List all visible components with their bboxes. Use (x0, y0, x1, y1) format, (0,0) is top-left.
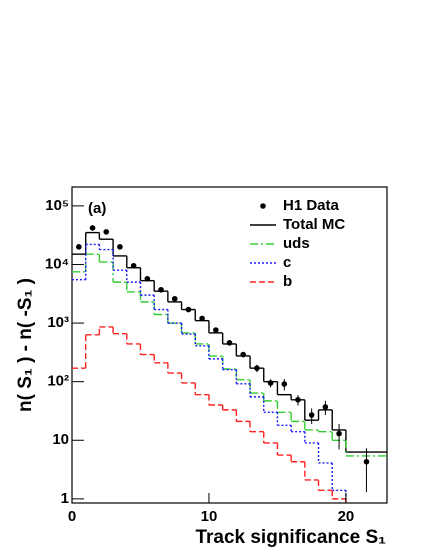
data-point (254, 365, 260, 371)
data-point (76, 244, 82, 250)
data-point (308, 412, 315, 418)
data-point (281, 381, 288, 387)
data-point (363, 458, 370, 465)
legend-label: b (283, 273, 292, 290)
y-tick-label: 10 (52, 431, 69, 448)
plot-frame (71, 186, 388, 504)
x-tick-label: 0 (68, 508, 76, 525)
legend-label: uds (283, 235, 310, 252)
x-tick-label: 20 (338, 508, 355, 525)
x-axis-label: Track significance S₁ (195, 527, 386, 548)
data-point (322, 404, 329, 410)
y-tick-label: 10³ (47, 314, 69, 331)
data-point (158, 286, 164, 293)
legend-label: c (283, 254, 291, 271)
y-axis-label: n( S₁ ) - n( -S₁ ) (15, 278, 36, 412)
y-tick-label: 1 (61, 490, 69, 507)
data-point (213, 327, 219, 333)
data-point (185, 306, 192, 313)
legend-label: Total MC (283, 216, 345, 233)
data-point (199, 315, 205, 322)
plot-marks (72, 225, 387, 503)
data-point (267, 380, 274, 386)
legend-label: H1 Data (283, 197, 340, 214)
data-point (144, 275, 151, 282)
data-point (89, 225, 96, 231)
y-tick-label: 10⁴ (45, 255, 69, 272)
data-point (240, 351, 246, 358)
data-point (117, 244, 123, 250)
data-point (295, 397, 301, 403)
legend-marker (260, 203, 266, 209)
annotation: (a) (88, 200, 106, 217)
data-point (226, 340, 233, 346)
y-tick-label: 10⁵ (45, 197, 69, 214)
data-point (130, 262, 137, 269)
data-point (103, 229, 110, 235)
data-point (171, 295, 178, 302)
data-point (336, 430, 342, 437)
y-tick-label: 10² (47, 373, 69, 390)
x-tick-label: 10 (201, 508, 218, 525)
